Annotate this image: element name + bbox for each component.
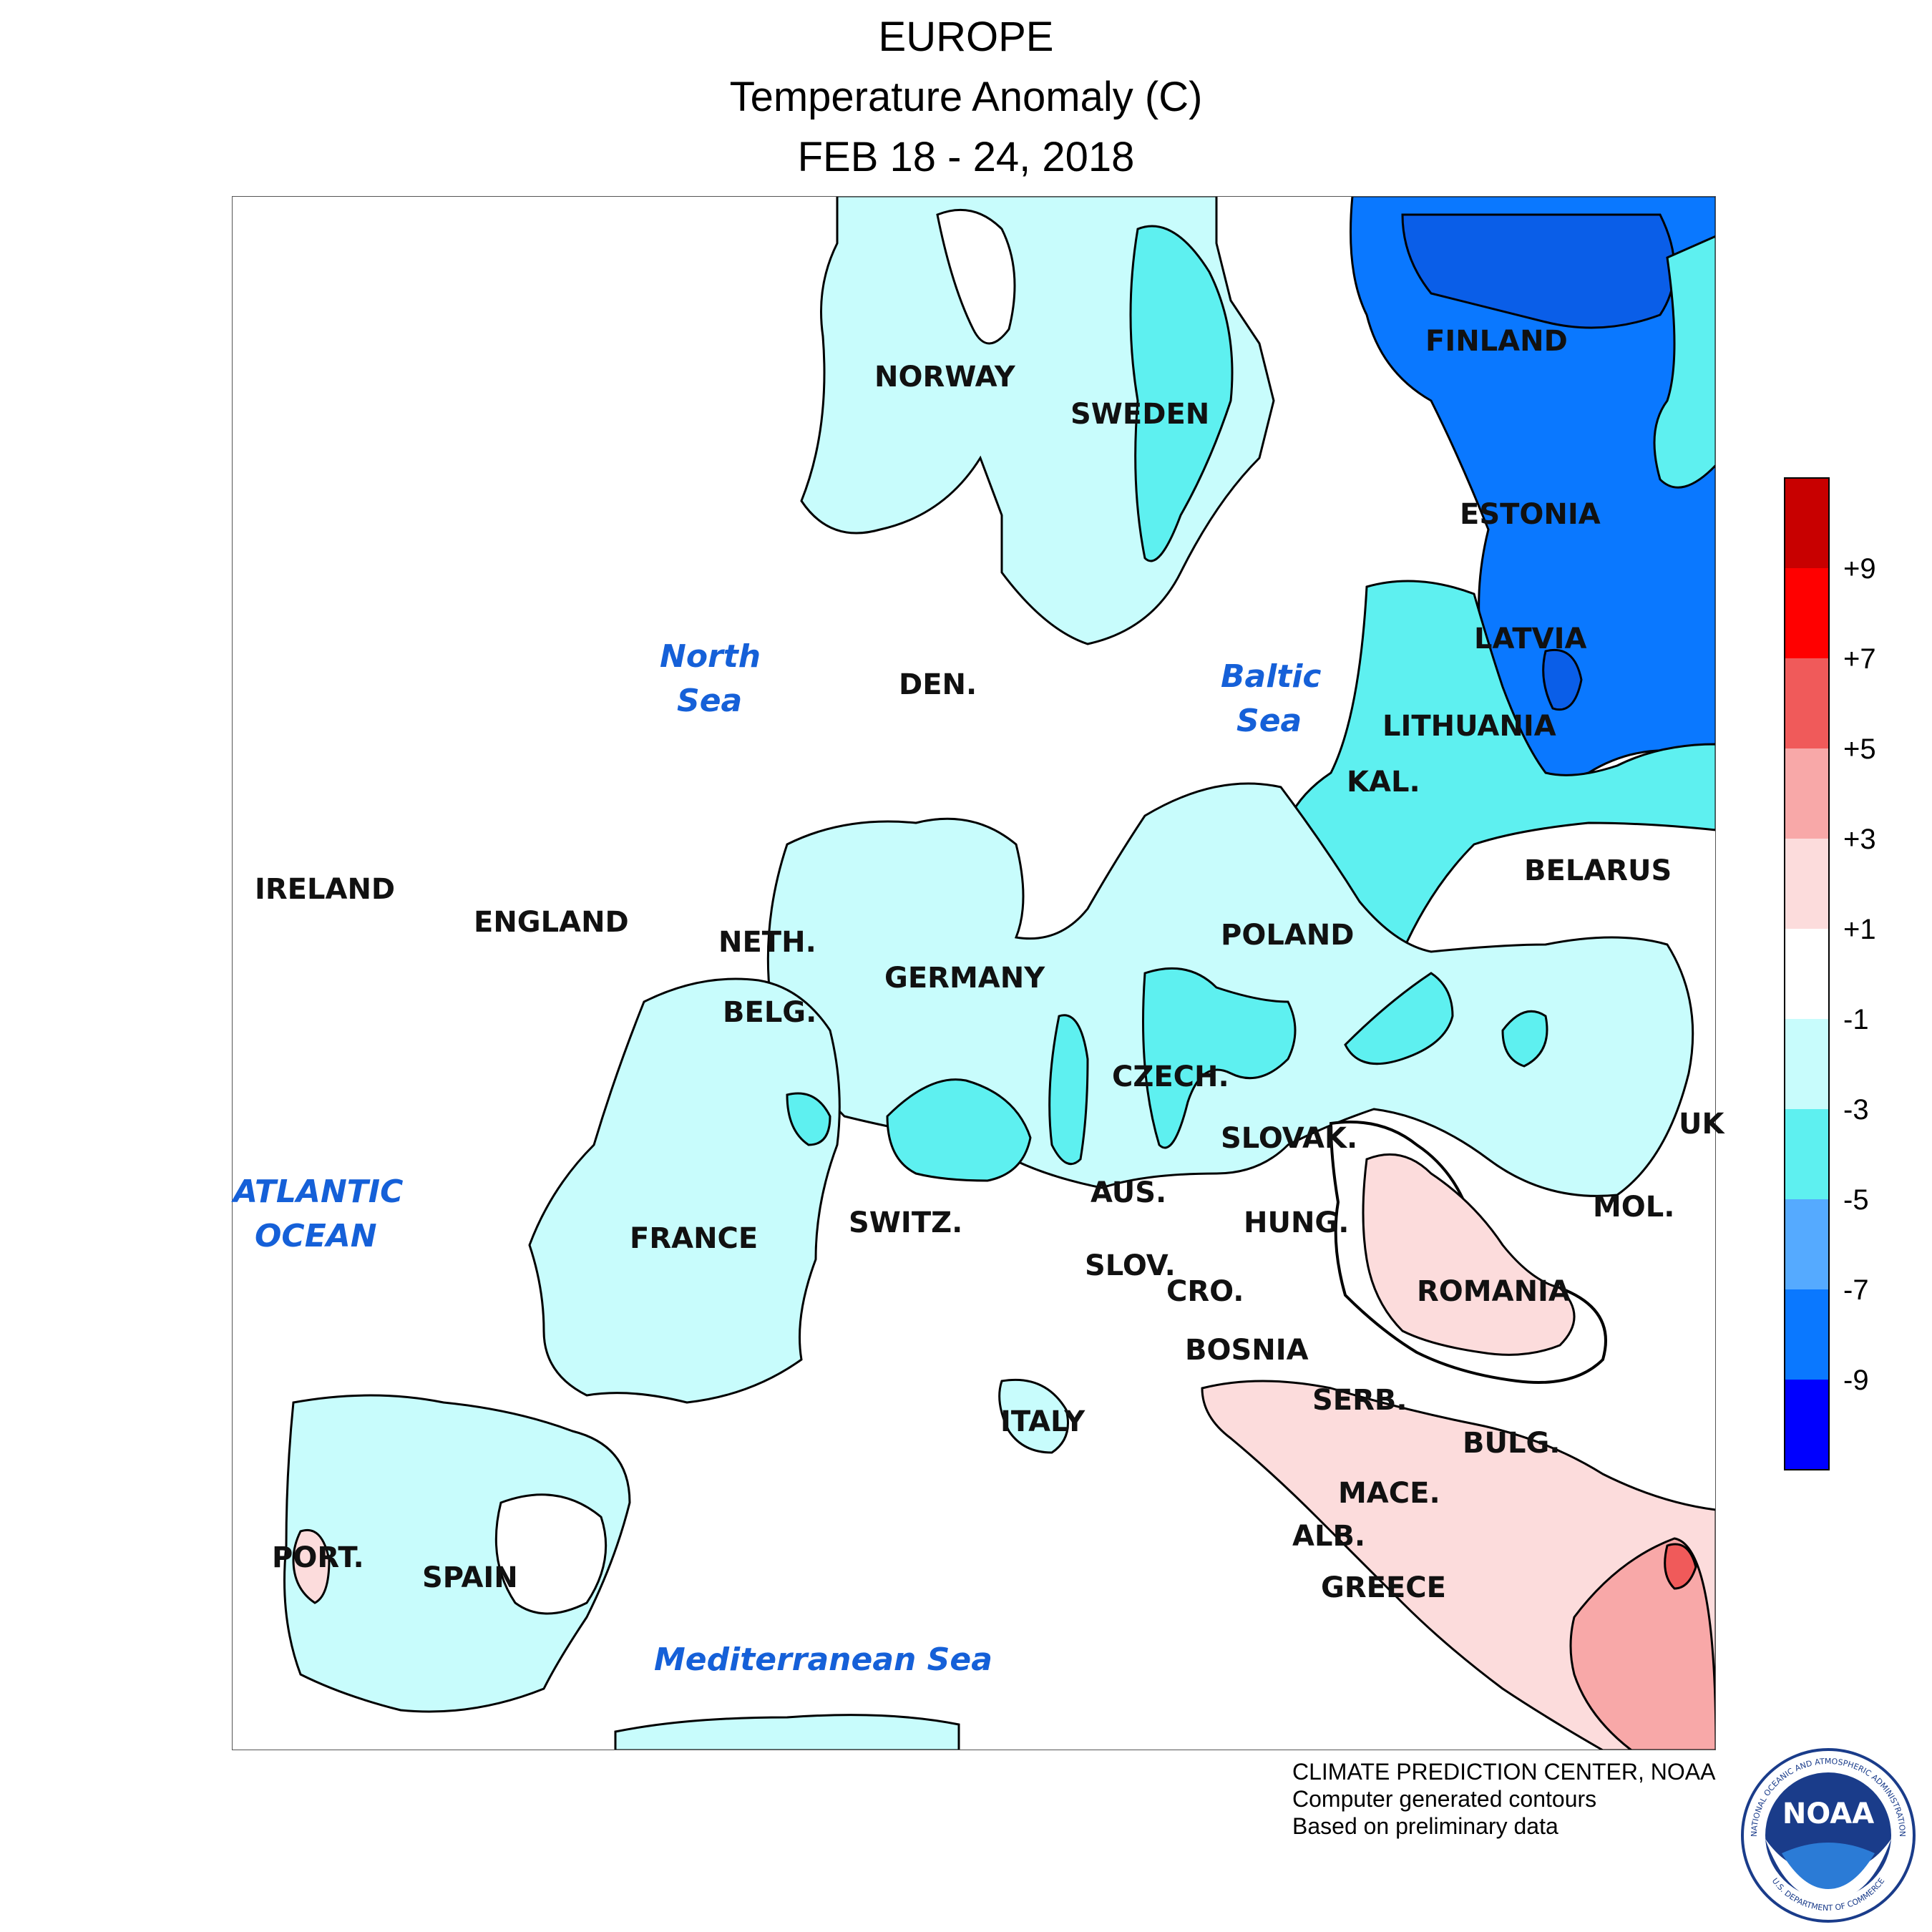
map-period: FEB 18 - 24, 2018: [797, 134, 1135, 180]
credit-line-3: Based on preliminary data: [1292, 1813, 1558, 1839]
anomaly-region-france: [528, 977, 841, 1404]
anomaly-region-turkey-hot: [1664, 1543, 1697, 1590]
label-romania: ROMANIA: [1417, 1275, 1571, 1308]
anomaly-region-east-finland: [1653, 235, 1716, 489]
legend-swatch-1-3: [1785, 839, 1829, 929]
label-estonia: ESTONIA: [1460, 498, 1601, 531]
legend-swatch-neutral: [1785, 929, 1829, 1019]
label-france: FRANCE: [630, 1222, 758, 1255]
legend-label-p1: +1: [1843, 914, 1876, 945]
label-finland: FINLAND: [1425, 325, 1568, 358]
legend-swatch-neg7-neg9: [1785, 1289, 1829, 1380]
label-norway: NORWAY: [874, 361, 1016, 394]
anomaly-region-norway-core: [936, 208, 1016, 345]
legend-label-m9: -9: [1843, 1365, 1869, 1396]
label-north-sea-line1: North: [660, 638, 761, 675]
legend-frame: [1784, 477, 1830, 1470]
anomaly-region-sweden: [1129, 225, 1234, 562]
anomaly-region-iberia: [283, 1394, 631, 1713]
label-cro: CRO.: [1166, 1275, 1244, 1308]
label-mol: MOL.: [1593, 1191, 1675, 1224]
label-atlantic-line1: ATLANTIC: [231, 1174, 403, 1210]
anomaly-region-ukraine-cold: [1344, 972, 1454, 1065]
label-baltic-sea-line1: Baltic: [1221, 658, 1322, 695]
anomaly-region-belarus-spot: [1501, 1010, 1548, 1068]
noaa-logo-text: NOAA: [1782, 1797, 1874, 1830]
label-belg: BELG.: [723, 996, 816, 1029]
anomaly-region-czech-cold: [1142, 967, 1297, 1149]
anomaly-region-west-germany-cold: [786, 1092, 831, 1146]
label-england: ENGLAND: [474, 906, 629, 939]
legend-swatch-5-7: [1785, 658, 1829, 748]
credit-line-2: Computer generated contours: [1292, 1786, 1597, 1812]
anomaly-region-portugal-warm: [292, 1529, 331, 1604]
legend-label-p3: +3: [1843, 824, 1876, 855]
map-fields: [232, 196, 1716, 1750]
legend-label-p9: +9: [1843, 553, 1876, 585]
legend-swatch-3-5: [1785, 748, 1829, 839]
legend-label-p7: +7: [1843, 643, 1876, 675]
label-belarus: BELARUS: [1524, 854, 1672, 887]
label-neth: NETH.: [718, 926, 816, 959]
label-port: PORT.: [272, 1541, 364, 1574]
legend-label-m1: -1: [1843, 1004, 1869, 1035]
label-greece: GREECE: [1321, 1571, 1446, 1604]
label-aus: AUS.: [1091, 1176, 1166, 1209]
label-kal: KAL.: [1347, 766, 1420, 799]
anomaly-region-spain-neutral: [494, 1493, 608, 1615]
label-hung: HUNG.: [1244, 1206, 1349, 1239]
label-bosnia: BOSNIA: [1185, 1334, 1309, 1367]
label-czech: CZECH.: [1112, 1060, 1229, 1093]
label-atlantic-line2: OCEAN: [255, 1218, 377, 1254]
legend-swatch-neg3-neg5: [1785, 1109, 1829, 1199]
label-baltic-sea-line2: Sea: [1236, 703, 1302, 739]
label-bulg: BULG.: [1463, 1427, 1560, 1460]
label-alb: ALB.: [1292, 1520, 1365, 1553]
label-germany: GERMANY: [884, 962, 1045, 995]
anomaly-region-austria-cold: [1048, 1014, 1089, 1166]
legend-swatch-neg5-neg7: [1785, 1199, 1829, 1289]
label-switz: SWITZ.: [849, 1206, 962, 1239]
label-spain: SPAIN: [422, 1561, 518, 1594]
label-italy: ITALY: [1000, 1405, 1085, 1438]
legend-label-m7: -7: [1843, 1274, 1869, 1306]
label-north-sea-line2: Sea: [677, 683, 742, 719]
label-poland: POLAND: [1221, 919, 1354, 952]
label-serb: SERB.: [1312, 1384, 1407, 1417]
label-ireland: IRELAND: [255, 873, 395, 906]
legend-color-bar: +9 +7 +5 +3 +1 -1 -3 -5 -7 -9: [1784, 477, 1876, 1470]
legend-swatch-7-9: [1785, 568, 1829, 658]
legend-label-m5: -5: [1843, 1184, 1869, 1216]
label-slovak: SLOVAK.: [1221, 1122, 1357, 1155]
map-title: EUROPE: [878, 14, 1054, 60]
legend-label-m3: -3: [1843, 1094, 1869, 1126]
label-uk: UK: [1679, 1108, 1725, 1141]
label-mediterranean-sea: Mediterranean Sea: [654, 1641, 992, 1678]
legend-label-p5: +5: [1843, 733, 1876, 765]
label-mace: MACE.: [1338, 1477, 1440, 1510]
anomaly-region-romania: [1362, 1153, 1576, 1356]
map-variable: Temperature Anomaly (C): [729, 74, 1203, 120]
anomaly-region-turkey-warm: [1569, 1537, 1716, 1750]
label-latvia: LATVIA: [1474, 623, 1586, 655]
label-sweden: SWEDEN: [1070, 398, 1209, 431]
legend-swatch-above-9: [1785, 478, 1829, 568]
legend-swatch-below-neg9: [1785, 1380, 1829, 1470]
country-labels: FINLAND NORWAY SWEDEN ESTONIA LATVIA LIT…: [255, 325, 1725, 1604]
anomaly-region-alps-cold: [886, 1078, 1032, 1182]
label-den: DEN.: [899, 668, 977, 701]
legend-swatch-neg1-neg3: [1785, 1019, 1829, 1109]
credit-line-1: CLIMATE PREDICTION CENTER, NOAA: [1292, 1759, 1716, 1785]
anomaly-region-latvia-spot: [1542, 648, 1583, 711]
label-slov: SLOV.: [1085, 1249, 1176, 1282]
label-lithuania: LITHUANIA: [1382, 710, 1556, 743]
noaa-logo-icon: NOAA NATIONAL OCEANIC AND ATMOSPHERIC AD…: [1741, 1748, 1916, 1923]
anomaly-region-italy-cold: [998, 1378, 1069, 1454]
sea-labels: North Sea Baltic Sea ATLANTIC OCEAN Medi…: [231, 638, 1322, 1678]
anomaly-region-north-africa: [614, 1714, 960, 1750]
